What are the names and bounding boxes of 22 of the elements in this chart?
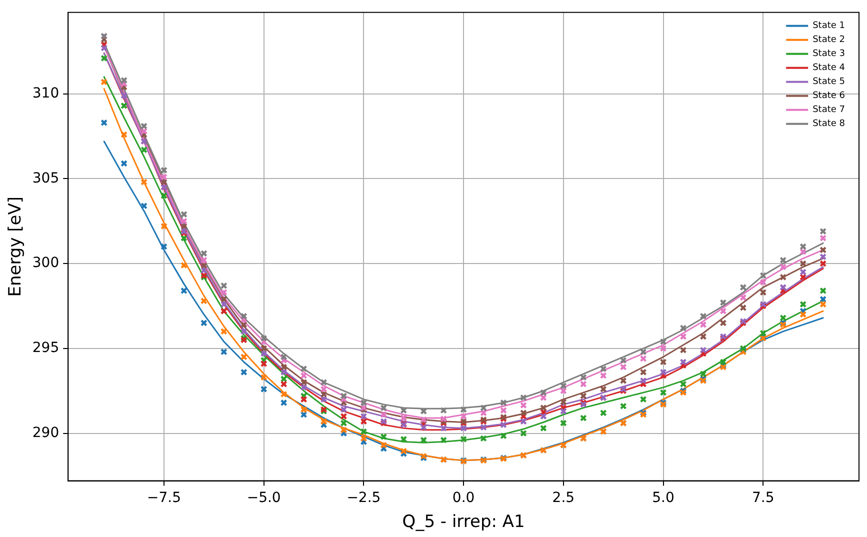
x-tick-label: 0.0	[452, 490, 475, 506]
x-tick-label: −7.5	[146, 490, 181, 506]
x-tick-label: 5.0	[652, 490, 674, 506]
legend-label: State 8	[812, 119, 846, 130]
y-axis-title: Energy [eV]	[6, 196, 26, 297]
y-tick-label: 300	[32, 255, 60, 272]
y-tick-label: 310	[32, 86, 60, 102]
y-tick-label: 290	[32, 424, 60, 441]
x-tick-label: 2.5	[552, 490, 575, 506]
legend-label: State 2	[812, 35, 846, 46]
legend-label: State 4	[812, 63, 846, 74]
x-tick-label: −5.0	[246, 490, 281, 506]
y-tick-label: 295	[32, 340, 60, 356]
legend-label: State 1	[812, 21, 846, 32]
x-tick-label: −2.5	[346, 490, 381, 506]
x-tick-label: 7.5	[752, 490, 774, 506]
legend-label: State 3	[812, 49, 846, 60]
legend-label: State 7	[812, 105, 846, 116]
x-axis-title: Q_5 - irrep: A1	[402, 512, 525, 532]
legend-label: State 6	[812, 91, 846, 102]
legend-label: State 5	[812, 77, 846, 88]
y-tick-label: 305	[32, 170, 60, 186]
